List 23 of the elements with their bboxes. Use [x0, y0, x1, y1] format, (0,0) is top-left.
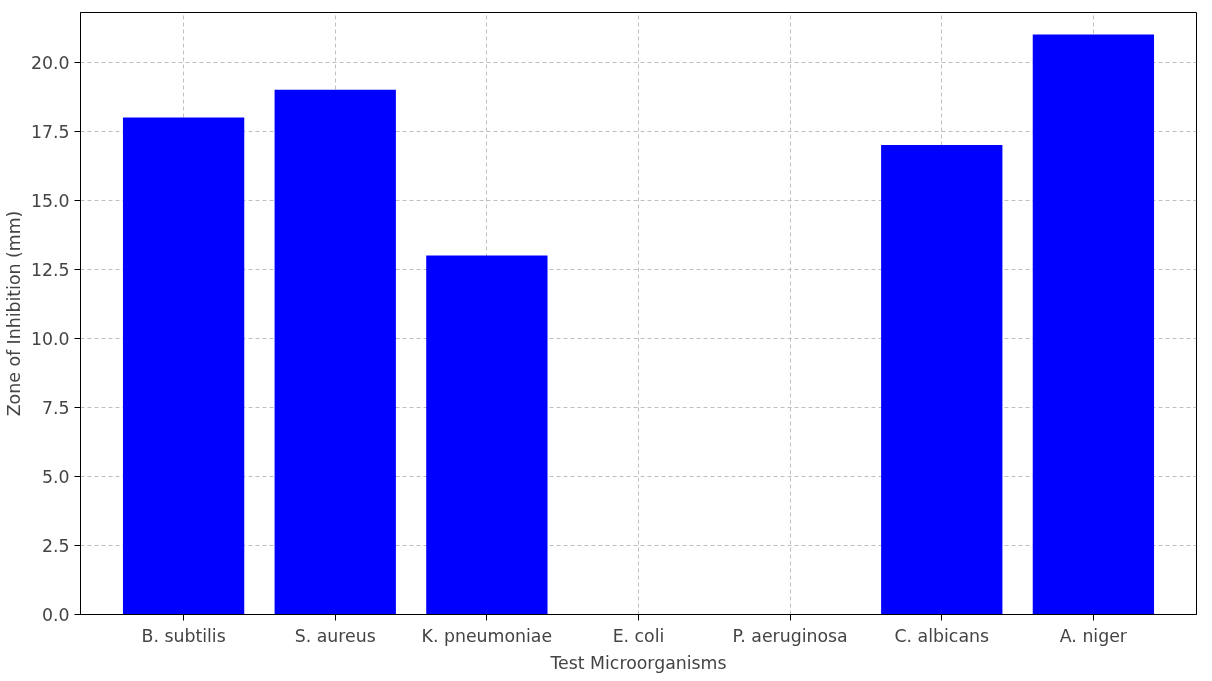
x-tick-label: B. subtilis [141, 625, 226, 646]
y-tick-label: 7.5 [41, 397, 70, 418]
y-tick-label: 5.0 [41, 466, 70, 487]
bar [122, 117, 245, 615]
x-tick-label: A. niger [1059, 625, 1128, 646]
x-tick-label: K. pneumoniae [421, 625, 553, 646]
y-tick-label: 20.0 [30, 52, 70, 73]
bar [1032, 34, 1155, 615]
y-tick-label: 12.5 [30, 259, 70, 280]
bar [274, 89, 396, 615]
bar [881, 145, 1003, 615]
y-axis-title: Zone of Inhibition (mm) [3, 210, 24, 417]
y-tick-label: 17.5 [30, 121, 70, 142]
y-tick-label: 2.5 [41, 535, 70, 556]
x-tick-label: P. aeruginosa [732, 625, 848, 646]
y-tick-label: 0.0 [41, 605, 70, 625]
x-tick-label: S. aureus [294, 625, 376, 646]
bar [426, 255, 548, 615]
x-axis-title: Test Microorganisms [549, 652, 727, 673]
x-tick-label: C. albicans [894, 625, 990, 646]
y-tick-label: 10.0 [30, 328, 70, 349]
x-tick-label: E. coli [612, 625, 665, 646]
y-tick-label: 15.0 [30, 190, 70, 211]
